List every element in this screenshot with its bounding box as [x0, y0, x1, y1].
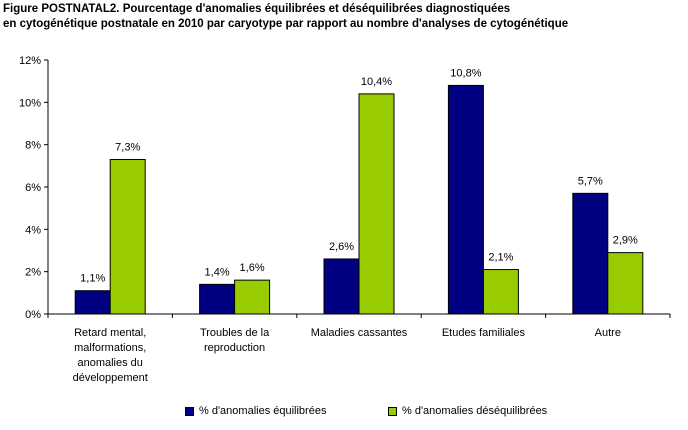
y-tick-label: 8%	[25, 140, 41, 152]
x-category-label: reproduction	[204, 342, 265, 354]
x-category-label: Autre	[595, 327, 621, 339]
chart-legend: % d'anomalies équilibrées % d'anomalies …	[0, 405, 688, 421]
y-tick-label: 6%	[25, 182, 41, 194]
bar-value-label: 2,6%	[329, 241, 354, 253]
bar-series-1	[572, 192, 609, 315]
bar-value-label: 1,4%	[205, 266, 230, 278]
x-category-label: Maladies cassantes	[311, 327, 408, 339]
bar-series-1	[323, 258, 360, 315]
y-tick-label: 10%	[19, 97, 41, 109]
x-category-label: Etudes familiales	[442, 327, 526, 339]
y-tick-label: 12%	[19, 55, 41, 67]
chart-title-line-2: en cytogénétique postnatale en 2010 par …	[3, 18, 569, 30]
x-category-label: malformations,	[74, 342, 146, 354]
bar-series-2	[607, 252, 644, 315]
bar-series-2	[358, 93, 395, 315]
bar-value-label: 5,7%	[578, 175, 603, 187]
x-category-label: Troubles de la	[200, 327, 270, 339]
bar-value-label: 7,3%	[115, 141, 140, 153]
bar-value-label: 1,1%	[80, 273, 105, 285]
bar-series-1	[447, 84, 484, 315]
bar-series-2	[109, 158, 146, 315]
y-tick-label: 2%	[25, 267, 41, 279]
bar-value-label: 10,8%	[450, 67, 481, 79]
legend-item-series-2: % d'anomalies déséquilibrées	[388, 405, 547, 417]
legend-label-series-2: % d'anomalies déséquilibrées	[402, 405, 548, 417]
bar-value-label: 10,4%	[361, 76, 392, 88]
legend-swatch-series-2	[388, 406, 397, 416]
legend-item-series-1: % d'anomalies équilibrées	[185, 405, 326, 417]
bar-series-1	[199, 283, 236, 315]
y-tick-label: 4%	[25, 224, 41, 236]
bar-value-label: 2,1%	[488, 252, 513, 264]
y-tick-label: 0%	[25, 309, 41, 321]
bar-series-1	[74, 290, 111, 315]
bar-value-label: 1,6%	[240, 262, 265, 274]
legend-swatch-series-1	[185, 406, 194, 416]
bar-series-2	[482, 269, 519, 315]
x-category-label: anomalies du	[77, 357, 142, 369]
legend-label-series-1: % d'anomalies équilibrées	[199, 405, 327, 417]
x-category-label: Retard mental,	[74, 327, 146, 339]
chart-title-line-1: Figure POSTNATAL2. Pourcentage d'anomali…	[3, 3, 511, 15]
chart-title: Figure POSTNATAL2. Pourcentage d'anomali…	[3, 2, 687, 32]
x-category-label: développement	[73, 372, 148, 384]
bar-series-2	[234, 279, 271, 315]
bar-value-label: 2,9%	[613, 235, 638, 247]
